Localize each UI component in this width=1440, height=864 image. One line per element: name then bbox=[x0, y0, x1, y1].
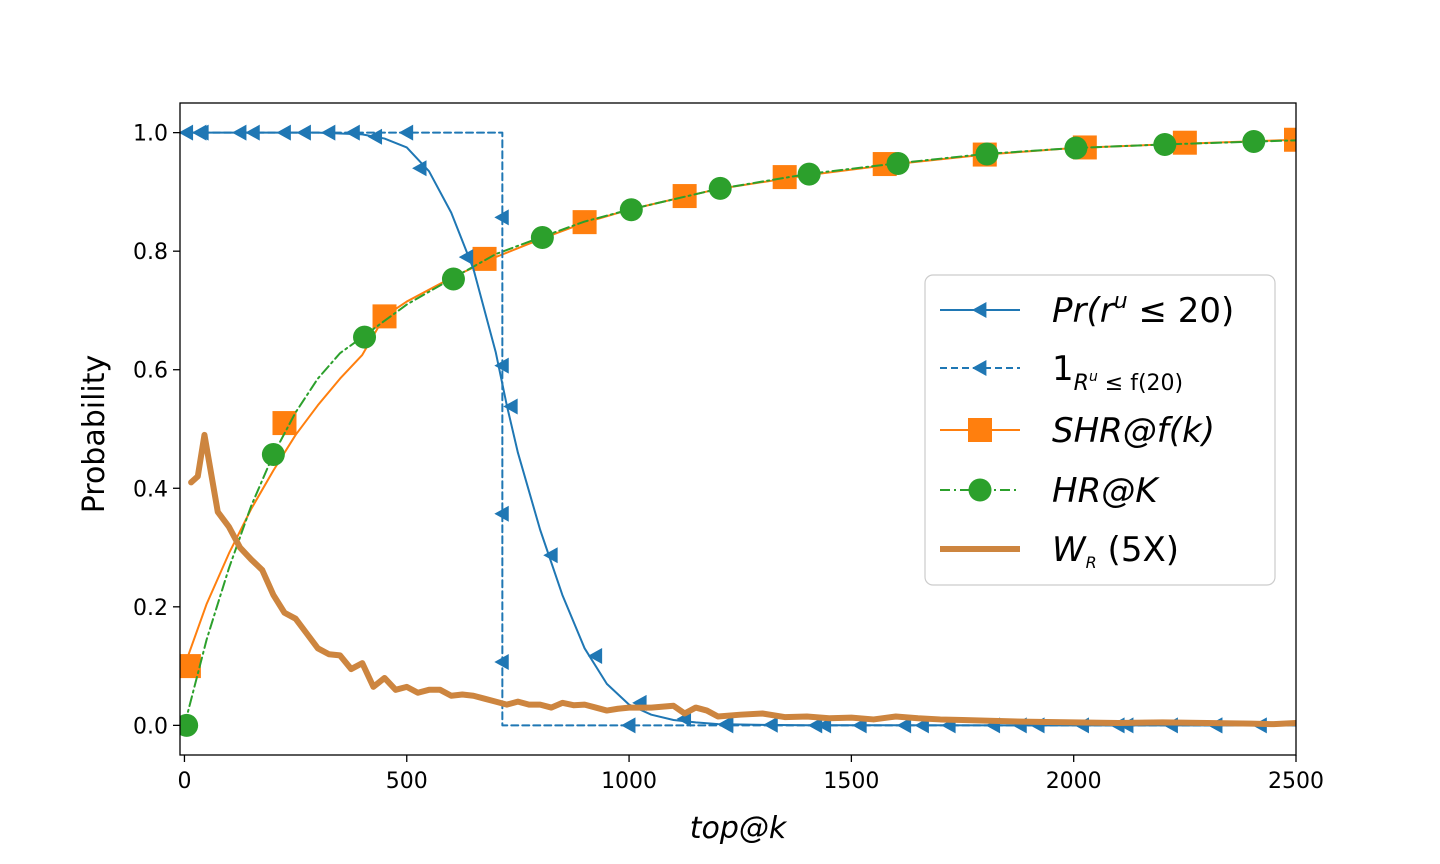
marker-shr-2 bbox=[372, 304, 397, 329]
x-tick-label: 0 bbox=[177, 769, 191, 794]
legend-item-pr-r-u: Pr(ru ≤ 20) bbox=[940, 289, 1234, 331]
marker-hr-12 bbox=[1242, 130, 1266, 154]
marker-indicator-1 bbox=[245, 124, 260, 141]
legend-label-hr: HR@K bbox=[1052, 471, 1160, 511]
marker-indicator-9 bbox=[621, 717, 636, 734]
marker-hr-3 bbox=[441, 267, 465, 291]
x-axis-label: top@k bbox=[690, 811, 788, 846]
marker-pr-r-u-7 bbox=[458, 249, 474, 266]
y-tick-label: 1.0 bbox=[133, 122, 168, 147]
marker-indicator-3 bbox=[345, 124, 360, 141]
marker-indicator-10 bbox=[718, 717, 734, 734]
y-axis-label: Probability bbox=[77, 355, 112, 514]
x-tick-label: 2000 bbox=[1046, 769, 1102, 794]
marker-hr-4 bbox=[530, 226, 554, 250]
marker-hr-10 bbox=[1064, 136, 1088, 160]
marker-indicator-4 bbox=[398, 124, 414, 141]
marker-indicator-0 bbox=[194, 124, 209, 141]
legend-marker-pr-r-u bbox=[972, 302, 987, 318]
series-shr bbox=[180, 127, 1296, 679]
line-indicator bbox=[180, 131, 1296, 727]
marker-hr-1 bbox=[261, 442, 285, 466]
legend-marker-hr bbox=[968, 478, 992, 502]
marker-hr-0 bbox=[180, 713, 199, 737]
marker-indicator-5 bbox=[494, 209, 509, 226]
marker-indicator-7 bbox=[494, 505, 509, 522]
marker-hr-11 bbox=[1153, 132, 1177, 156]
series-layer bbox=[180, 124, 1296, 737]
legend-items: Pr(ru ≤ 20) 1Ru ≤ f(20) SHR@f(k) HR@K WR (5X… bbox=[940, 289, 1234, 572]
legend-marker-shr bbox=[968, 418, 992, 442]
marker-hr-6 bbox=[708, 176, 732, 200]
ticks-layer: 0 500 1000 1500 2000 2500 0.0 0.2 0.4 0.6 0.8 1.0 bbox=[133, 122, 1324, 794]
series-wr bbox=[188, 431, 1296, 728]
marker-hr-9 bbox=[975, 142, 999, 166]
legend-label-indicator: 1Ru ≤ f(20) bbox=[1052, 349, 1183, 396]
x-tick-label: 1000 bbox=[601, 769, 657, 794]
marker-pr-r-u-9 bbox=[543, 547, 558, 564]
y-tick-label: 0.2 bbox=[133, 596, 168, 621]
plot-frame bbox=[179, 102, 1297, 756]
legend-label-wr: WR (5X) bbox=[1052, 530, 1179, 572]
marker-hr-2 bbox=[353, 325, 377, 349]
x-tick-label: 1500 bbox=[823, 769, 879, 794]
marker-pr-r-u-8 bbox=[503, 398, 518, 415]
line-wr bbox=[188, 431, 1296, 728]
legend-item-shr: SHR@f(k) bbox=[940, 411, 1215, 451]
marker-hr-5 bbox=[619, 198, 643, 222]
legend-label-shr: SHR@f(k) bbox=[1052, 411, 1215, 451]
legend-item-wr: WR (5X) bbox=[940, 530, 1179, 572]
legend-marker-indicator bbox=[972, 360, 987, 376]
y-tick-label: 0.0 bbox=[133, 714, 168, 739]
legend-label-pr-r-u: Pr(ru ≤ 20) bbox=[1052, 289, 1234, 331]
marker-pr-r-u-10 bbox=[587, 648, 603, 665]
line-pr-r-u bbox=[183, 131, 1296, 727]
y-tick-label: 0.6 bbox=[133, 359, 168, 384]
marker-shr-11 bbox=[1284, 127, 1296, 152]
marker-pr-r-u-6 bbox=[412, 160, 427, 177]
marker-indicator-6 bbox=[494, 357, 509, 374]
marker-shr-3 bbox=[472, 246, 497, 271]
marker-shr-1 bbox=[272, 411, 297, 436]
marker-hr-7 bbox=[797, 162, 821, 186]
marker-indicator-8 bbox=[494, 653, 509, 670]
y-tick-label: 0.4 bbox=[133, 477, 168, 502]
legend-item-indicator: 1Ru ≤ f(20) bbox=[940, 349, 1183, 396]
x-tick-label: 500 bbox=[386, 769, 428, 794]
x-tick-label: 2500 bbox=[1268, 769, 1324, 794]
legend-box bbox=[924, 274, 1276, 586]
marker-indicator-11 bbox=[816, 717, 832, 734]
marker-indicator-2 bbox=[296, 124, 311, 141]
y-tick-label: 0.8 bbox=[133, 240, 168, 265]
marker-hr-8 bbox=[886, 151, 910, 175]
legend: Pr(ru ≤ 20) 1Ru ≤ f(20) SHR@f(k) HR@K WR (5X… bbox=[924, 274, 1276, 586]
legend-item-hr: HR@K bbox=[940, 471, 1160, 511]
marker-shr-0 bbox=[180, 654, 201, 679]
